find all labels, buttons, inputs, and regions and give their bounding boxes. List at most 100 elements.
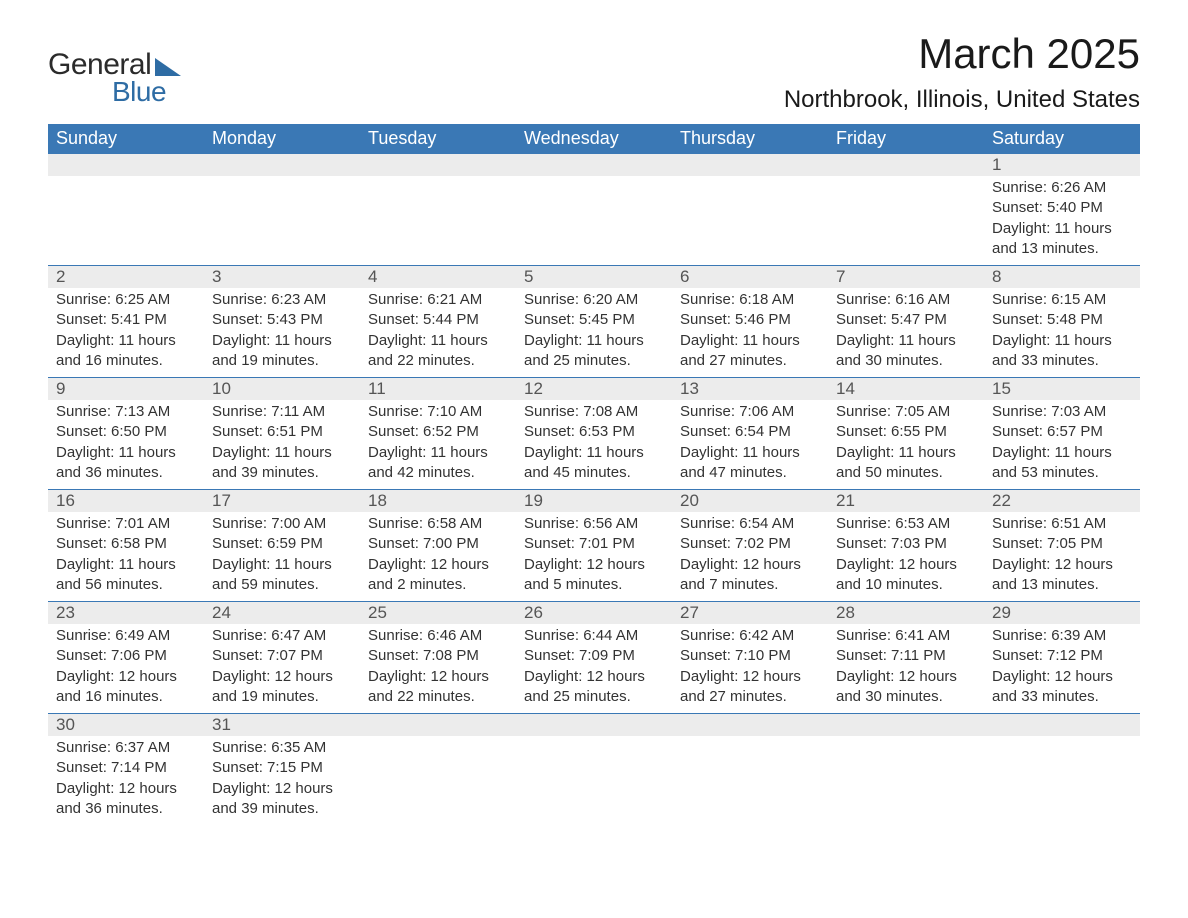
day-details: Sunrise: 6:53 AMSunset: 7:03 PMDaylight:…: [828, 512, 984, 601]
day-details: Sunrise: 6:46 AMSunset: 7:08 PMDaylight:…: [360, 624, 516, 713]
day-cell: 1Sunrise: 6:26 AMSunset: 5:40 PMDaylight…: [984, 154, 1140, 266]
sunset-line: Sunset: 5:48 PM: [992, 310, 1132, 330]
sunrise-line: Sunrise: 6:23 AM: [212, 290, 352, 310]
day-number: [828, 714, 984, 736]
sunrise-line: Sunrise: 6:41 AM: [836, 626, 976, 646]
day-number: [516, 714, 672, 736]
sunset-line: Sunset: 5:40 PM: [992, 198, 1132, 218]
daylight-line-2: and 16 minutes.: [56, 351, 196, 371]
day-details: Sunrise: 7:03 AMSunset: 6:57 PMDaylight:…: [984, 400, 1140, 489]
day-number: 14: [828, 378, 984, 400]
sunrise-line: Sunrise: 6:54 AM: [680, 514, 820, 534]
daylight-line-2: and 10 minutes.: [836, 575, 976, 595]
sunrise-line: Sunrise: 6:53 AM: [836, 514, 976, 534]
day-details: Sunrise: 6:58 AMSunset: 7:00 PMDaylight:…: [360, 512, 516, 601]
day-number: 5: [516, 266, 672, 288]
day-number: 20: [672, 490, 828, 512]
month-title: March 2025: [784, 30, 1140, 78]
day-cell: 4Sunrise: 6:21 AMSunset: 5:44 PMDaylight…: [360, 266, 516, 378]
sunset-line: Sunset: 7:14 PM: [56, 758, 196, 778]
day-details: [516, 176, 672, 260]
daylight-line-1: Daylight: 11 hours: [56, 331, 196, 351]
daylight-line-1: Daylight: 12 hours: [680, 667, 820, 687]
weekday-header: Sunday: [48, 124, 204, 154]
sunset-line: Sunset: 7:11 PM: [836, 646, 976, 666]
day-cell: 26Sunrise: 6:44 AMSunset: 7:09 PMDayligh…: [516, 602, 672, 714]
sunset-line: Sunset: 6:52 PM: [368, 422, 508, 442]
day-cell: 7Sunrise: 6:16 AMSunset: 5:47 PMDaylight…: [828, 266, 984, 378]
day-details: Sunrise: 6:16 AMSunset: 5:47 PMDaylight:…: [828, 288, 984, 377]
day-details: Sunrise: 6:26 AMSunset: 5:40 PMDaylight:…: [984, 176, 1140, 265]
daylight-line-1: Daylight: 12 hours: [212, 779, 352, 799]
empty-cell: [360, 714, 516, 826]
daylight-line-1: Daylight: 12 hours: [680, 555, 820, 575]
day-number: 18: [360, 490, 516, 512]
sunset-line: Sunset: 7:09 PM: [524, 646, 664, 666]
day-number: [516, 154, 672, 176]
sunset-line: Sunset: 7:15 PM: [212, 758, 352, 778]
day-number: 12: [516, 378, 672, 400]
sunrise-line: Sunrise: 6:47 AM: [212, 626, 352, 646]
day-details: [516, 736, 672, 820]
day-cell: 3Sunrise: 6:23 AMSunset: 5:43 PMDaylight…: [204, 266, 360, 378]
day-number: 21: [828, 490, 984, 512]
day-cell: 22Sunrise: 6:51 AMSunset: 7:05 PMDayligh…: [984, 490, 1140, 602]
day-number: 8: [984, 266, 1140, 288]
day-details: Sunrise: 6:35 AMSunset: 7:15 PMDaylight:…: [204, 736, 360, 825]
day-details: [360, 736, 516, 820]
sunset-line: Sunset: 6:55 PM: [836, 422, 976, 442]
day-number: 15: [984, 378, 1140, 400]
daylight-line-2: and 36 minutes.: [56, 463, 196, 483]
empty-cell: [828, 154, 984, 266]
day-number: 31: [204, 714, 360, 736]
day-number: 7: [828, 266, 984, 288]
weekday-header: Friday: [828, 124, 984, 154]
sunrise-line: Sunrise: 7:10 AM: [368, 402, 508, 422]
day-number: [984, 714, 1140, 736]
daylight-line-2: and 7 minutes.: [680, 575, 820, 595]
daylight-line-1: Daylight: 11 hours: [680, 331, 820, 351]
empty-cell: [48, 154, 204, 266]
day-cell: 31Sunrise: 6:35 AMSunset: 7:15 PMDayligh…: [204, 714, 360, 826]
calendar-row: 2Sunrise: 6:25 AMSunset: 5:41 PMDaylight…: [48, 266, 1140, 378]
day-details: Sunrise: 6:15 AMSunset: 5:48 PMDaylight:…: [984, 288, 1140, 377]
day-cell: 28Sunrise: 6:41 AMSunset: 7:11 PMDayligh…: [828, 602, 984, 714]
daylight-line-1: Daylight: 12 hours: [368, 555, 508, 575]
daylight-line-1: Daylight: 11 hours: [836, 331, 976, 351]
day-number: 2: [48, 266, 204, 288]
day-details: Sunrise: 6:41 AMSunset: 7:11 PMDaylight:…: [828, 624, 984, 713]
day-details: Sunrise: 6:18 AMSunset: 5:46 PMDaylight:…: [672, 288, 828, 377]
sunrise-line: Sunrise: 7:11 AM: [212, 402, 352, 422]
daylight-line-1: Daylight: 11 hours: [524, 443, 664, 463]
day-cell: 10Sunrise: 7:11 AMSunset: 6:51 PMDayligh…: [204, 378, 360, 490]
day-details: Sunrise: 6:20 AMSunset: 5:45 PMDaylight:…: [516, 288, 672, 377]
daylight-line-1: Daylight: 12 hours: [56, 667, 196, 687]
day-details: [828, 736, 984, 820]
daylight-line-2: and 27 minutes.: [680, 687, 820, 707]
day-cell: 13Sunrise: 7:06 AMSunset: 6:54 PMDayligh…: [672, 378, 828, 490]
day-details: Sunrise: 6:42 AMSunset: 7:10 PMDaylight:…: [672, 624, 828, 713]
calendar-table: SundayMondayTuesdayWednesdayThursdayFrid…: [48, 124, 1140, 825]
day-details: Sunrise: 7:06 AMSunset: 6:54 PMDaylight:…: [672, 400, 828, 489]
daylight-line-1: Daylight: 12 hours: [836, 555, 976, 575]
day-number: 13: [672, 378, 828, 400]
day-number: 25: [360, 602, 516, 624]
sunset-line: Sunset: 7:01 PM: [524, 534, 664, 554]
sunrise-line: Sunrise: 6:18 AM: [680, 290, 820, 310]
day-details: Sunrise: 6:23 AMSunset: 5:43 PMDaylight:…: [204, 288, 360, 377]
day-number: 11: [360, 378, 516, 400]
sunset-line: Sunset: 7:10 PM: [680, 646, 820, 666]
sunrise-line: Sunrise: 6:16 AM: [836, 290, 976, 310]
day-number: 17: [204, 490, 360, 512]
day-number: 26: [516, 602, 672, 624]
day-cell: 2Sunrise: 6:25 AMSunset: 5:41 PMDaylight…: [48, 266, 204, 378]
day-cell: 21Sunrise: 6:53 AMSunset: 7:03 PMDayligh…: [828, 490, 984, 602]
sunrise-line: Sunrise: 6:51 AM: [992, 514, 1132, 534]
day-number: 24: [204, 602, 360, 624]
day-number: 6: [672, 266, 828, 288]
sunrise-line: Sunrise: 6:35 AM: [212, 738, 352, 758]
daylight-line-2: and 25 minutes.: [524, 351, 664, 371]
day-details: Sunrise: 6:47 AMSunset: 7:07 PMDaylight:…: [204, 624, 360, 713]
sunset-line: Sunset: 7:00 PM: [368, 534, 508, 554]
daylight-line-1: Daylight: 12 hours: [836, 667, 976, 687]
